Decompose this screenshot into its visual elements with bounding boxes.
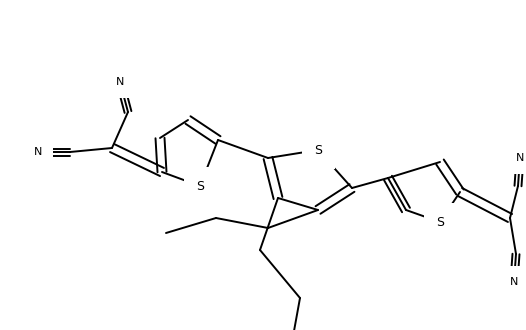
Text: N: N (516, 153, 524, 163)
Text: N: N (510, 277, 518, 287)
Text: N: N (34, 147, 42, 157)
Text: S: S (436, 215, 444, 228)
Text: N: N (116, 77, 124, 87)
Text: S: S (196, 180, 204, 192)
Text: S: S (314, 144, 322, 156)
